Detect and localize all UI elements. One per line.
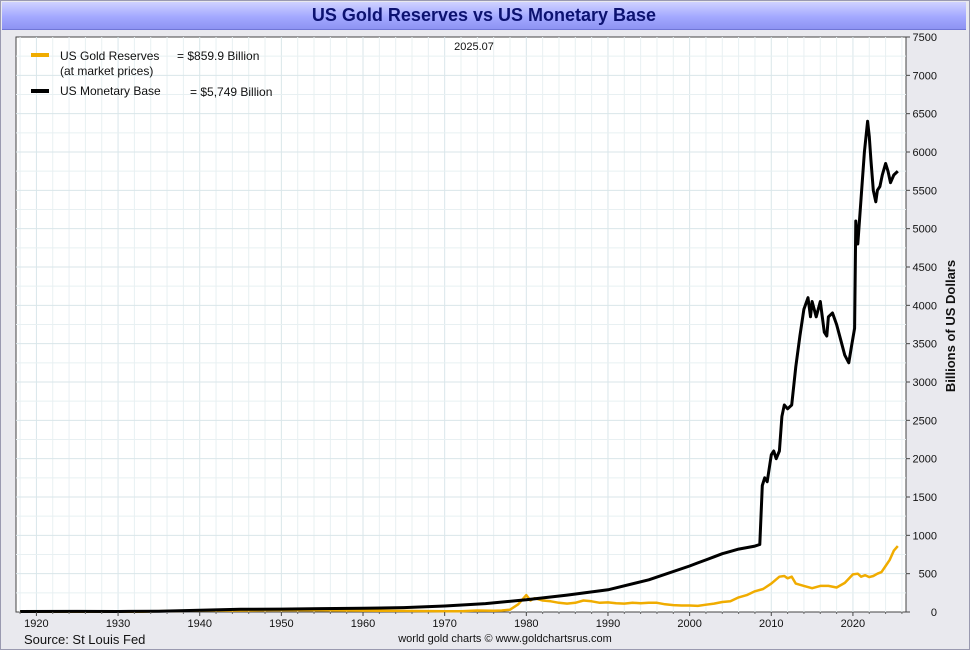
- series-line-monetary-base: [20, 119, 899, 613]
- x-tick-label: 1950: [269, 618, 293, 630]
- x-tick-label: 1920: [24, 618, 48, 630]
- y-tick-label: 5000: [913, 224, 937, 236]
- y-tick-label: 0: [931, 607, 937, 619]
- y-tick-label: 4500: [913, 262, 937, 274]
- y-tick-label: 2500: [913, 415, 937, 427]
- credit-note: world gold charts © www.goldchartsrus.co…: [398, 633, 612, 645]
- y-tick-label: 1500: [913, 492, 937, 504]
- source-note: Source: St Louis Fed: [24, 632, 146, 647]
- x-tick-label: 2010: [759, 618, 783, 630]
- legend-value-gold: = $859.9 Billion: [177, 49, 259, 63]
- y-tick-label: 7000: [913, 70, 937, 82]
- y-tick-label: 3500: [913, 339, 937, 351]
- legend-value-monetary-base: = $5,749 Billion: [190, 85, 272, 99]
- y-tick-label: 1000: [913, 530, 937, 542]
- y-tick-label: 2000: [913, 454, 937, 466]
- x-tick-label: 2020: [841, 618, 865, 630]
- x-tick-label: 1970: [432, 618, 456, 630]
- legend-label-monetary-base: US Monetary Base: [60, 84, 161, 98]
- axis-layer: 1920 1930 1940 1950 1960 1970 1980 1990 2000 2010…: [19, 32, 937, 630]
- y-tick-label: 5500: [913, 185, 937, 197]
- legend-label-gold-sub: (at market prices): [60, 64, 153, 78]
- x-tick-label: 1960: [351, 618, 375, 630]
- grid-layer: [16, 37, 906, 612]
- y-tick-label: 4000: [913, 300, 937, 312]
- x-tick-label: 1980: [514, 618, 538, 630]
- y-tick-label: 6000: [913, 147, 937, 159]
- y-tick-label: 7500: [913, 32, 937, 44]
- y-tick-label: 500: [919, 569, 937, 581]
- chart-title: US Gold Reserves vs US Monetary Base: [2, 2, 966, 30]
- date-stamp: 2025.07: [454, 41, 494, 53]
- x-tick-label: 1930: [106, 618, 130, 630]
- legend: US Gold Reserves (at market prices) = $8…: [31, 49, 272, 99]
- y-tick-label: 3000: [913, 377, 937, 389]
- x-tick-label: 1990: [596, 618, 620, 630]
- x-tick-label: 2000: [677, 618, 701, 630]
- y-tick-label: 6500: [913, 109, 937, 121]
- x-tick-label: 1940: [187, 618, 211, 630]
- y-axis-label: Billions of US Dollars: [943, 260, 958, 392]
- series-line-gold-reserves: [20, 545, 899, 614]
- series-layer: [20, 119, 899, 614]
- legend-label-gold: US Gold Reserves: [60, 49, 159, 63]
